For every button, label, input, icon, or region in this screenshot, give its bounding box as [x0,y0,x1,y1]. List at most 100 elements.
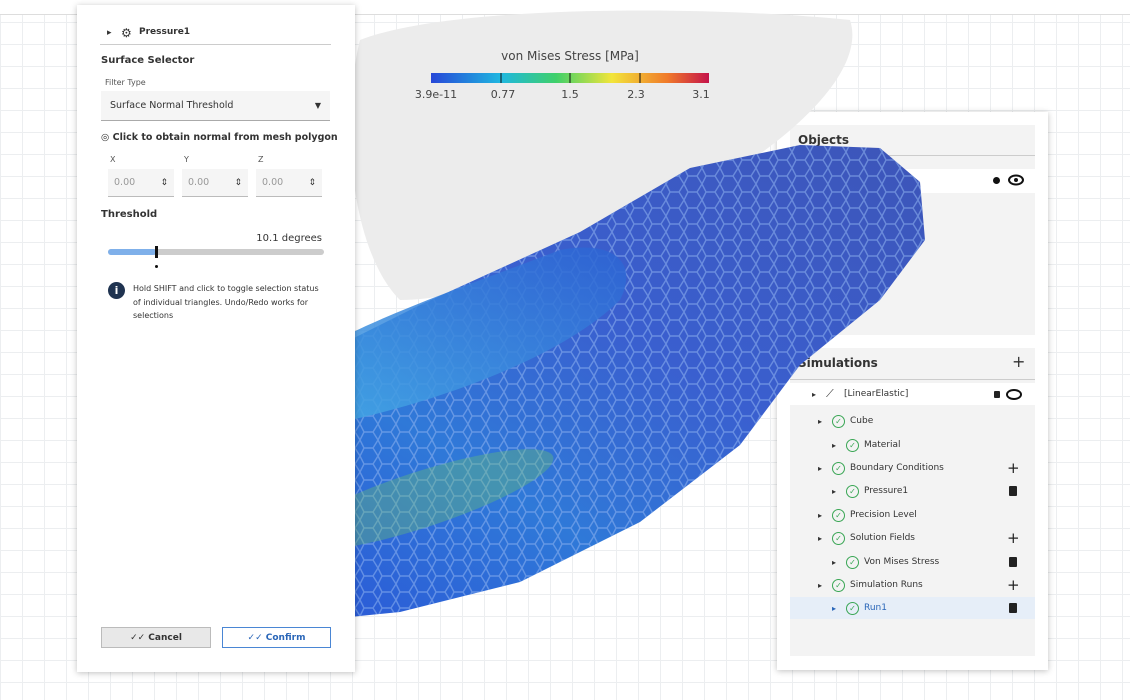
dropdown-arrow: ▼ [314,101,321,110]
trash-icon[interactable] [1009,557,1017,567]
tree-row[interactable]: ▸ ✓ Precision Level [790,504,1035,526]
status-check: ✓ [832,508,845,522]
simulation-tree: ▸ ⟋ [LinearElastic] ▸ ✓ Cube ▸ ✓ Material ▸ ✓ Bound… [790,382,1035,652]
filter-value: Surface Normal Threshold [110,100,234,111]
slider-track[interactable] [108,249,324,255]
tree-label: Material [864,440,901,450]
status-check: ✓ [832,531,845,545]
tree-label: Boundary Conditions [850,463,944,473]
coord-value: 0.00 [188,177,210,188]
tree-label: Run1 [864,603,887,613]
add-icon[interactable]: + [1007,459,1020,477]
header-title: Pressure1 [139,27,191,37]
add-icon[interactable]: + [1007,576,1020,594]
expand-arrow: ▸ [818,580,823,590]
coord-input[interactable]: 0.00 ⇕ [256,169,322,197]
divider [790,379,1035,380]
tree-row[interactable]: ▸ ✓ Solution Fields + [790,527,1035,549]
coord-value: 0.00 [114,177,136,188]
tree-row[interactable]: ▸ ✓ Pressure1 [790,480,1035,502]
check-icon: ✓✓ [130,632,149,643]
simulations-card: Simulations + ▸ ⟋ [LinearElastic] ▸ ✓ Cube ▸ ✓ M… [790,348,1035,656]
coord-value: 0.00 [262,177,284,188]
tree-row[interactable]: ▸ ✓ Von Mises Stress [790,551,1035,573]
expand-arrow: ▸ [832,486,837,496]
eye-icon[interactable] [1006,388,1022,400]
add-icon[interactable]: + [1012,352,1026,371]
gear-icon: ⚙ [121,26,132,40]
expand-arrow: ▸ [812,389,817,399]
colorbar-label: 1.5 [561,88,579,101]
confirm-label: Confirm [265,632,306,643]
divider [790,155,1035,156]
expand-arrow: ▸ [832,557,837,567]
status-check: ✓ [846,555,859,569]
target-icon: ◎ [101,132,113,143]
normal-button[interactable]: ◎ Click to obtain normal from mesh polyg… [101,132,338,143]
trash-icon[interactable] [1009,603,1017,613]
tree-label: Von Mises Stress [864,557,940,567]
add-icon[interactable]: + [1007,529,1020,547]
tree-label: Precision Level [850,510,917,520]
coord-label: Y [184,155,189,164]
spinner: ⇕ [234,177,242,188]
tree-label: Cube [850,416,874,426]
tree-label: Simulation Runs [850,580,923,590]
expand-arrow: ▸ [832,440,837,450]
slider-dot [155,265,158,268]
divider [100,44,331,45]
triangle[interactable]: ▸ [107,28,112,38]
expand-arrow: ▸ [818,416,823,426]
expand-arrow: ▸ [832,603,837,613]
threshold-value: 10.1 degrees [256,233,322,244]
slider-thumb[interactable] [155,246,158,258]
chart-icon: ⟋ [826,387,834,400]
check-icon: ✓✓ [247,632,266,643]
colorbar-label: 3.1 [692,88,710,101]
trash-icon[interactable] [994,390,1000,398]
section-title: Surface Selector [101,55,195,66]
colorbar-label: 2.3 [627,88,645,101]
status-check: ✓ [846,438,859,452]
coord-input[interactable]: 0.00 ⇕ [108,169,174,197]
tree-row[interactable]: ▸ ✓ Material [790,434,1035,456]
left-panel: ▸ ⚙ Pressure1 Surface Selector Filter Ty… [77,5,355,672]
trash-icon[interactable] [1009,486,1017,496]
color-dot[interactable] [993,177,1000,184]
coord-input[interactable]: 0.00 ⇕ [182,169,248,197]
cancel-button[interactable]: ✓✓ Cancel [101,627,211,648]
colorbar-title: von Mises Stress [MPa] [501,49,639,63]
filter-label: Filter Type [105,78,146,87]
status-check: ✓ [846,601,859,615]
normal-button-label: Click to obtain normal from mesh polygon [112,132,338,143]
colorbar-labels: 3.9e-11 0.77 1.5 2.3 3.1 [415,88,710,101]
threshold-label: Threshold [101,209,158,220]
objects-title: Objects [798,133,850,147]
coord-label: Z [258,155,264,164]
tree-row[interactable]: ▸ ✓ Cube [790,410,1035,432]
confirm-button[interactable]: ✓✓ Confirm [222,627,331,648]
tree-row[interactable]: ▸ ✓ Simulation Runs + [790,574,1035,596]
colorbar-label: 0.77 [491,88,516,101]
cancel-label: Cancel [148,632,182,643]
lattice [200,145,925,622]
expand-arrow: ▸ [818,463,823,473]
slider-fill [108,249,156,255]
tree-label: [LinearElastic] [844,389,909,399]
spinner: ⇕ [308,177,316,188]
expand-arrow: ▸ [818,533,823,543]
simulations-title: Simulations [798,356,878,370]
info-text: Hold SHIFT and click to toggle selection… [133,284,319,320]
eye-icon[interactable] [1008,174,1024,186]
status-check: ✓ [846,484,859,498]
status-check: ✓ [832,414,845,428]
status-check: ✓ [832,578,845,592]
tree-row[interactable]: ▸ ✓ Boundary Conditions + [790,457,1035,479]
tree-row[interactable]: ▸ ⟋ [LinearElastic] [790,383,1035,405]
tree-label: Pressure1 [864,486,909,496]
filter-select[interactable]: Surface Normal Threshold ▼ [101,91,330,121]
tree-row[interactable]: ▸ ✓ Run1 [790,597,1035,619]
tree-label: Solution Fields [850,533,915,543]
spinner: ⇕ [160,177,168,188]
